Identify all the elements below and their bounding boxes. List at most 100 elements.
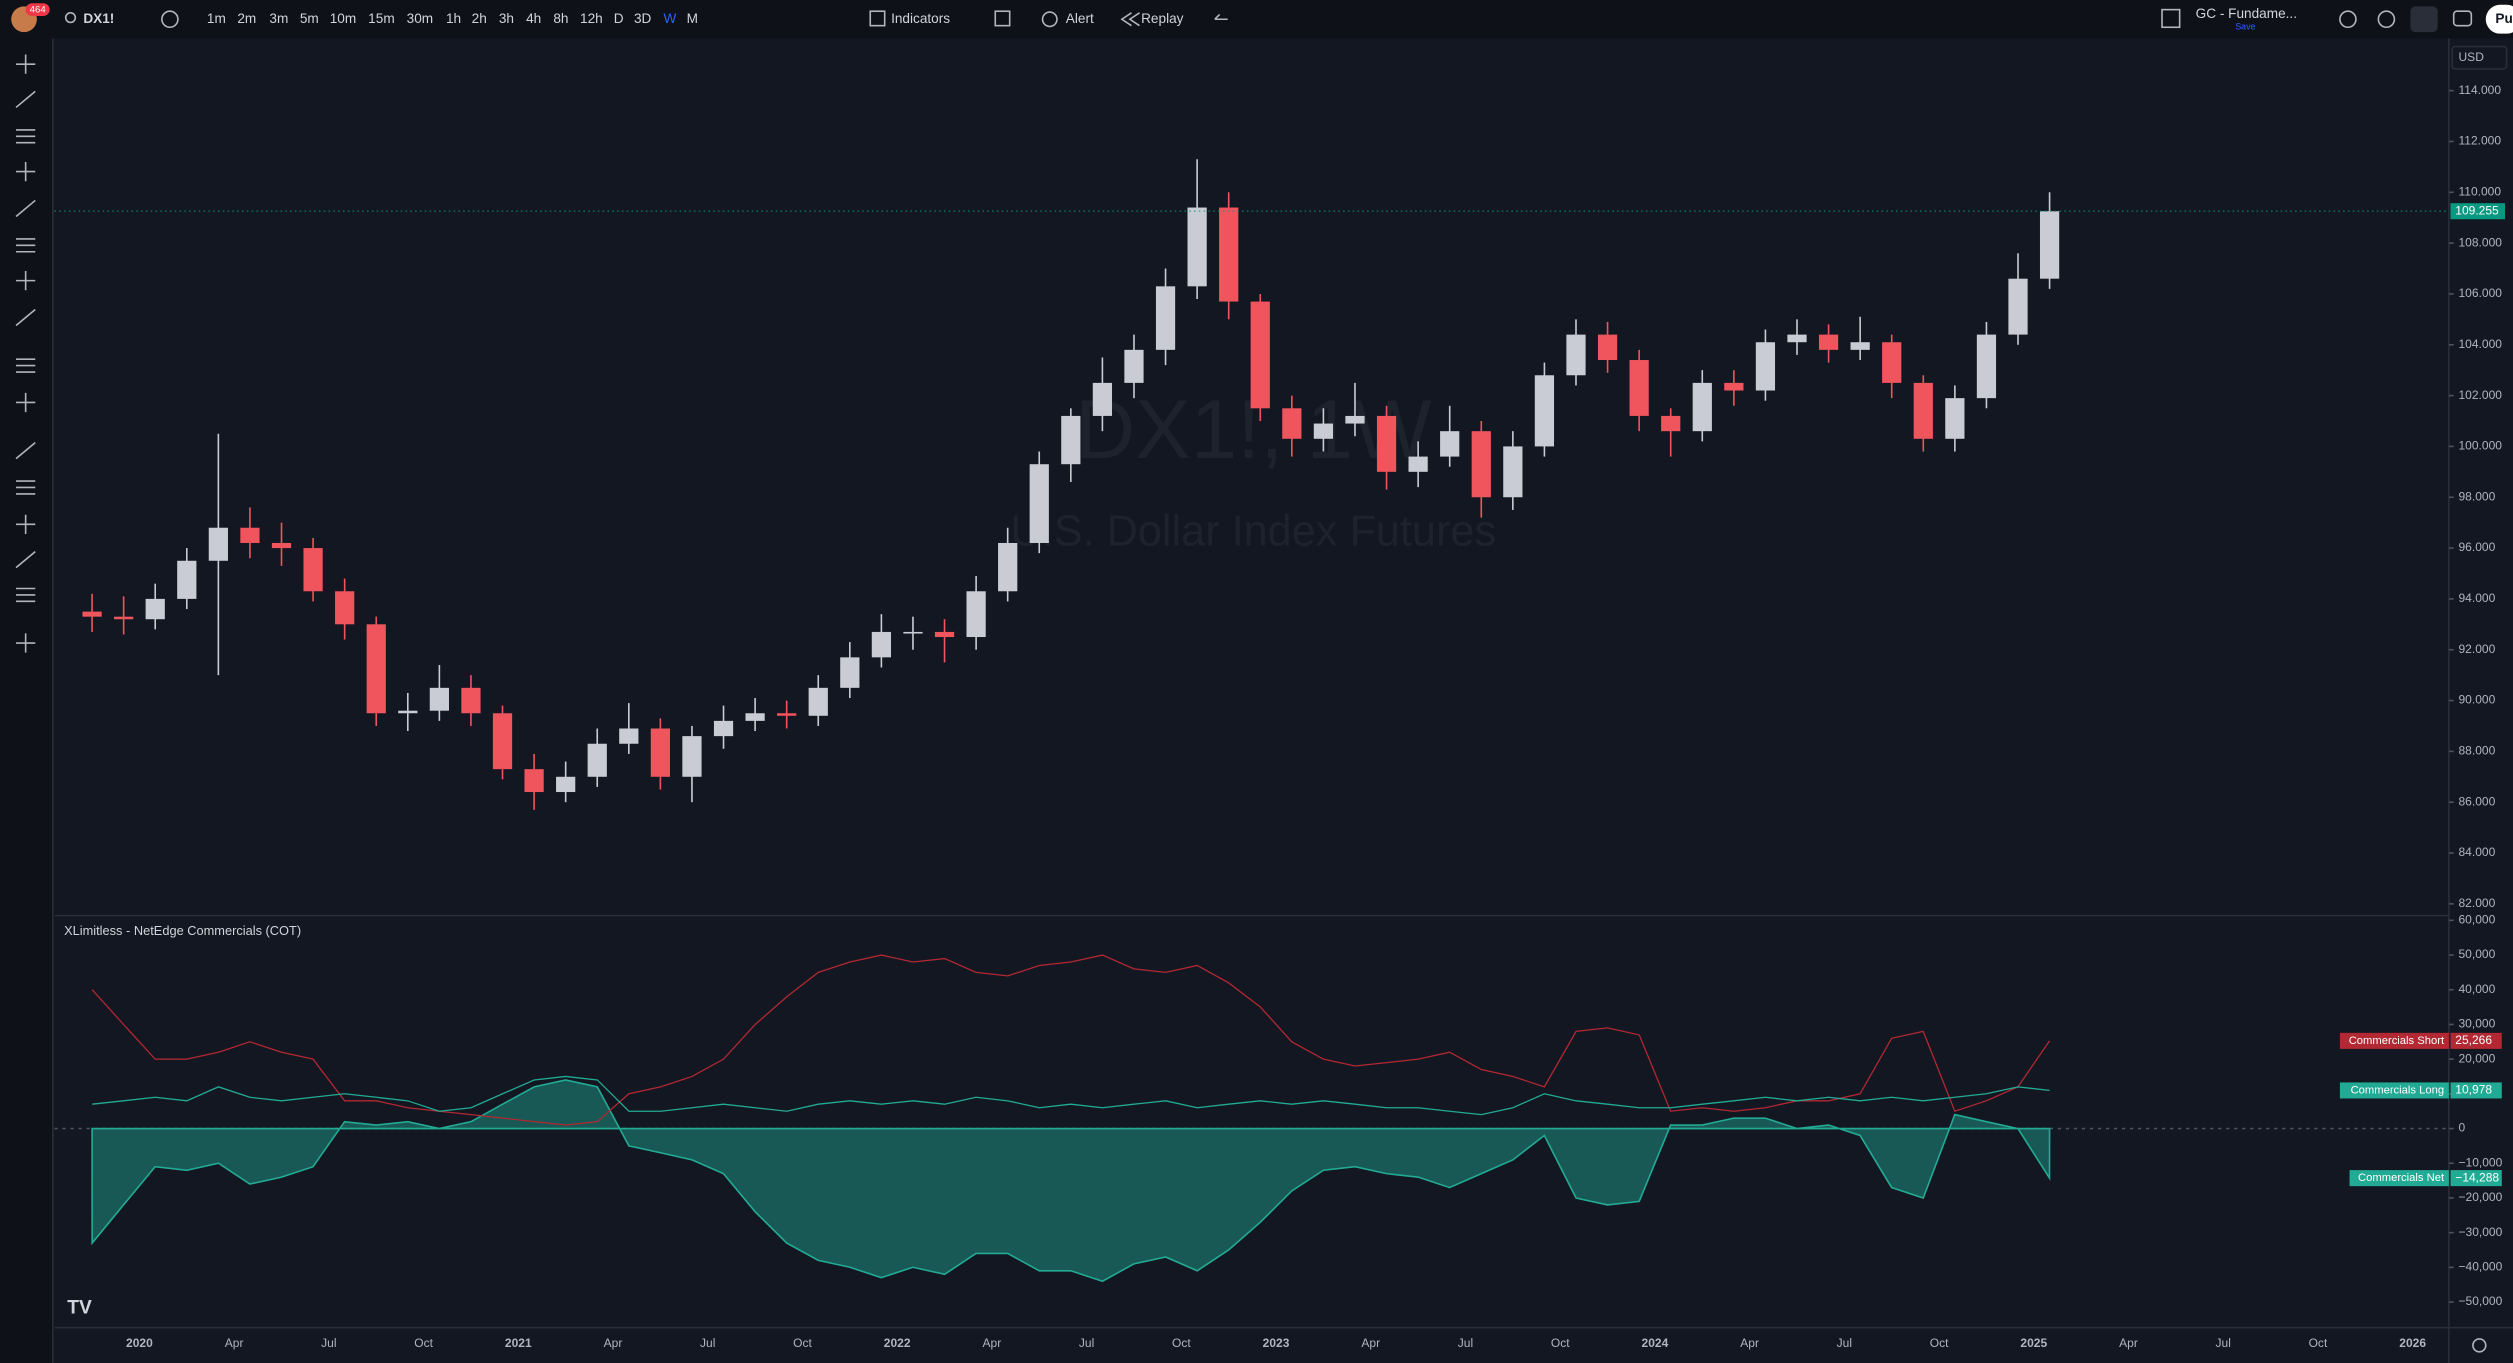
timeframe-button[interactable]: 1m [207, 11, 226, 26]
logo[interactable]: TV [67, 1298, 92, 1319]
y-tick-label: 86.000 [2459, 794, 2496, 808]
drawing-tool[interactable] [16, 392, 36, 413]
drawing-tool[interactable] [16, 633, 36, 653]
timeframe-button[interactable]: 10m [330, 11, 356, 26]
timeframe-button[interactable]: 8h [553, 11, 568, 26]
net-area [91, 1079, 2051, 1283]
notification-count: 464 [30, 5, 47, 16]
indicators-button[interactable]: Indicators [891, 11, 950, 26]
snapshot-button[interactable] [2452, 10, 2473, 27]
drawing-tool[interactable] [16, 270, 36, 291]
x-tick-label: 2026 [2399, 1336, 2426, 1350]
undo-button[interactable] [1214, 13, 1228, 21]
quick-search[interactable] [2339, 10, 2357, 29]
timeframe-button[interactable]: 3D [634, 11, 652, 26]
candle-body [934, 631, 955, 638]
candle-body [1219, 207, 1239, 302]
timeframe-button[interactable]: 5m [300, 11, 319, 26]
y-tick-label: −40,000 [2459, 1260, 2503, 1274]
top-toolbar [0, 0, 2513, 39]
save-status[interactable]: Save [2235, 22, 2255, 32]
timeframe-button[interactable]: 30m [407, 11, 433, 26]
x-tick-label: Oct [1930, 1336, 1949, 1350]
x-tick-label: 2025 [2020, 1336, 2047, 1350]
y-tick-label: 108.000 [2459, 235, 2503, 249]
candle-body [1345, 415, 1365, 424]
compare-button[interactable] [161, 10, 179, 29]
drawing-tool[interactable] [15, 90, 36, 109]
candle-body [998, 542, 1018, 592]
drawing-tool[interactable] [15, 308, 36, 327]
drawing-tool[interactable] [15, 441, 36, 460]
fullscreen-button[interactable] [2410, 6, 2438, 33]
candle-body [82, 611, 102, 617]
candle-body [145, 598, 165, 620]
drawing-tool[interactable] [16, 480, 36, 495]
timeframe-button[interactable]: 2h [472, 11, 487, 26]
y-tick-label: 110.000 [2459, 184, 2502, 198]
templates-button[interactable] [994, 10, 1011, 27]
y-tick-label: 82.000 [2459, 896, 2496, 910]
timeframe-button[interactable]: 12h [580, 11, 603, 26]
currency-label[interactable]: USD [2459, 50, 2485, 64]
y-tick-label: −20,000 [2459, 1190, 2503, 1204]
candle-body [303, 548, 323, 592]
candle-body [1787, 334, 1807, 343]
candle-body [1187, 207, 1207, 287]
timeframe-button[interactable]: 2m [237, 11, 256, 26]
drawing-tool[interactable] [15, 550, 36, 569]
replay-button[interactable]: Replay [1141, 11, 1184, 26]
drawing-tool[interactable] [16, 587, 36, 603]
candle-body [556, 776, 576, 793]
timeframe-button[interactable]: M [687, 11, 698, 26]
x-tick-label: 2021 [505, 1336, 532, 1350]
candle-body [366, 624, 386, 714]
timeframe-button[interactable]: D [614, 11, 624, 26]
drawing-tool[interactable] [16, 514, 36, 534]
timeframe-button[interactable]: 15m [368, 11, 394, 26]
publish-button-bg[interactable] [2485, 4, 2513, 34]
candle-body [1818, 334, 1839, 350]
symbol-search[interactable]: DX1! [83, 11, 114, 26]
drawing-tool[interactable] [16, 358, 36, 373]
candle-body [335, 591, 355, 625]
candle-body [461, 687, 481, 714]
timeframe-button[interactable]: 1h [446, 11, 461, 26]
timeframe-button[interactable]: 3h [499, 11, 514, 26]
currency-box[interactable] [2451, 45, 2508, 70]
drawing-tool[interactable] [15, 199, 36, 218]
y-tick-label: 94.000 [2459, 591, 2496, 605]
timeframe-button[interactable]: 4h [526, 11, 541, 26]
alert-button[interactable]: Alert [1066, 11, 1094, 26]
x-tick-label: Oct [1172, 1336, 1191, 1350]
settings-button[interactable] [2377, 10, 2396, 29]
candle-body [1976, 334, 1997, 399]
search-icon [64, 12, 77, 24]
publish-button[interactable]: Pu [2495, 11, 2512, 26]
timeframe-button[interactable]: 3m [269, 11, 288, 26]
candle-body [713, 720, 734, 737]
layout-name[interactable]: GC - Fundame... [2196, 6, 2297, 21]
series-line [91, 954, 2051, 1126]
drawing-tool[interactable] [16, 238, 36, 253]
y-tick-label: 0 [2459, 1121, 2466, 1135]
timeframe-button[interactable]: W [663, 11, 676, 26]
y-tick-label: 96.000 [2459, 540, 2496, 554]
drawing-tool[interactable] [16, 161, 36, 182]
drawing-tool[interactable] [16, 54, 36, 74]
axis-settings[interactable] [2472, 1338, 2487, 1353]
last-price-label: 109.255 [2455, 203, 2499, 217]
candle-body [492, 713, 513, 770]
x-tick-label: Jul [2216, 1336, 2231, 1350]
y-tick-label: 90.000 [2459, 693, 2496, 707]
y-tick-label: 92.000 [2459, 642, 2496, 656]
drawing-tool[interactable] [16, 129, 36, 144]
x-tick-label: 2020 [126, 1336, 153, 1350]
y-tick-label: 104.000 [2459, 337, 2503, 351]
x-tick-label: Oct [1551, 1336, 1570, 1350]
series-value-label: 10,978 [2455, 1083, 2492, 1097]
x-tick-label: Jul [1079, 1336, 1094, 1350]
x-tick-label: Jul [321, 1336, 336, 1350]
candle-body [1124, 349, 1144, 383]
